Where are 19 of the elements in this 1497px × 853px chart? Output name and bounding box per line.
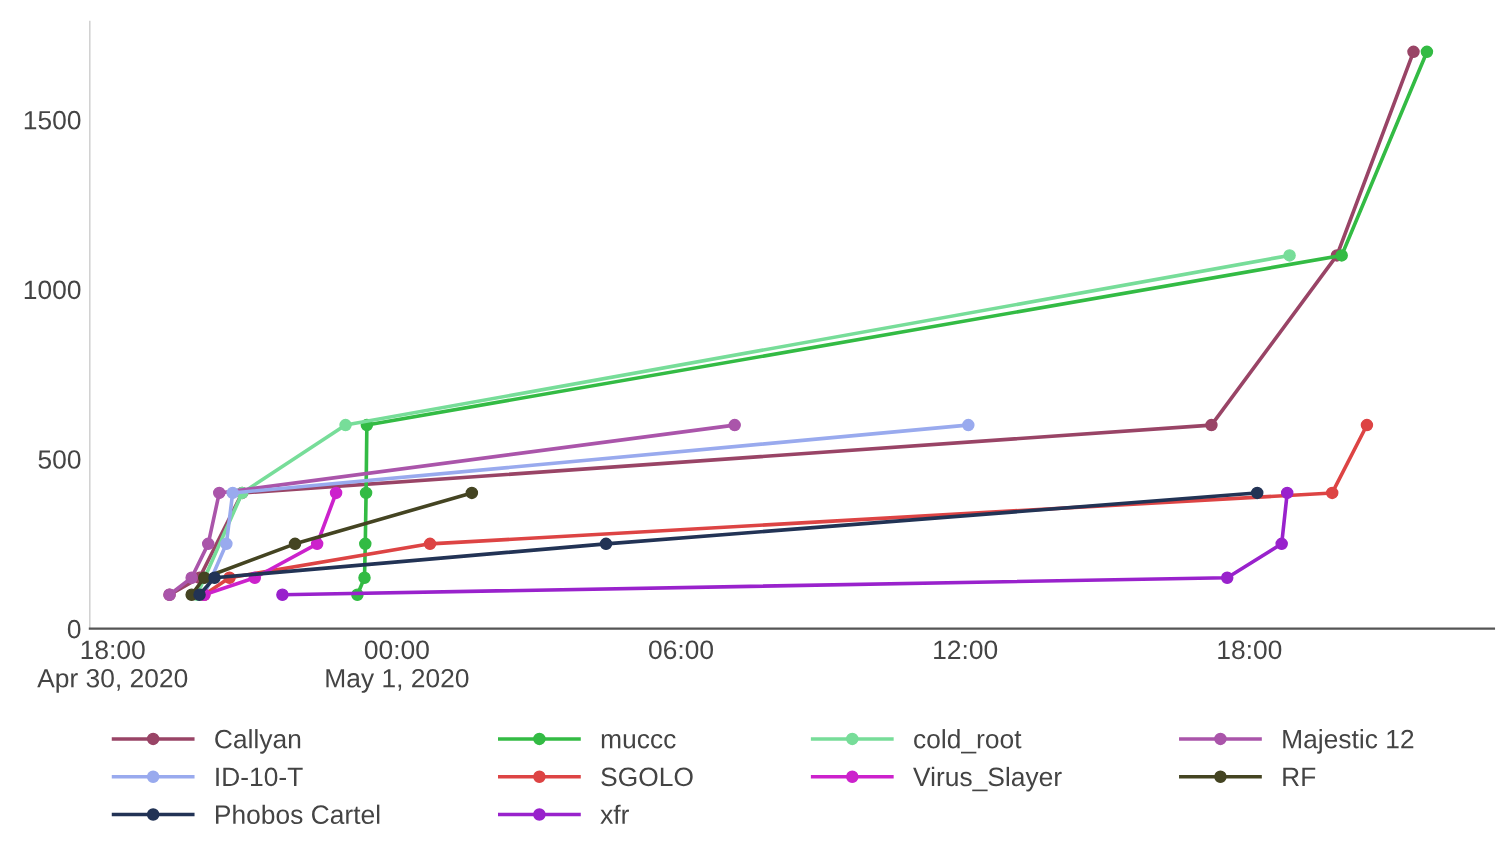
- legend-label: Callyan: [215, 729, 301, 754]
- x-tick-label: 18:00: [1218, 640, 1282, 660]
- legend-label: RF: [1283, 767, 1316, 786]
- x-tick-label: 18:00 Apr 30, 2020: [37, 640, 188, 693]
- legend-label: muccc: [601, 733, 676, 749]
- y-tick-label: 1500: [24, 110, 81, 130]
- legend-label: cold_root: [914, 729, 1022, 754]
- legend-label: xfr: [600, 804, 629, 824]
- legend-label: Majestic 12: [1283, 729, 1414, 754]
- legend-label: SGOLO: [601, 767, 693, 787]
- legend-label: ID-10-T: [216, 767, 303, 787]
- y-tick-label: 0: [67, 619, 81, 639]
- legend-label: Phobos Cartel: [216, 804, 380, 825]
- y-tick-label: 500: [38, 450, 81, 469]
- x-tick-label: 00:00 May 1, 2020: [326, 640, 469, 693]
- x-tick-label: 06:00: [649, 640, 713, 660]
- legend-label: Virus_Slayer: [913, 766, 1062, 792]
- x-tick-label: 12:00: [934, 640, 998, 660]
- y-tick-label: 1000: [24, 280, 81, 300]
